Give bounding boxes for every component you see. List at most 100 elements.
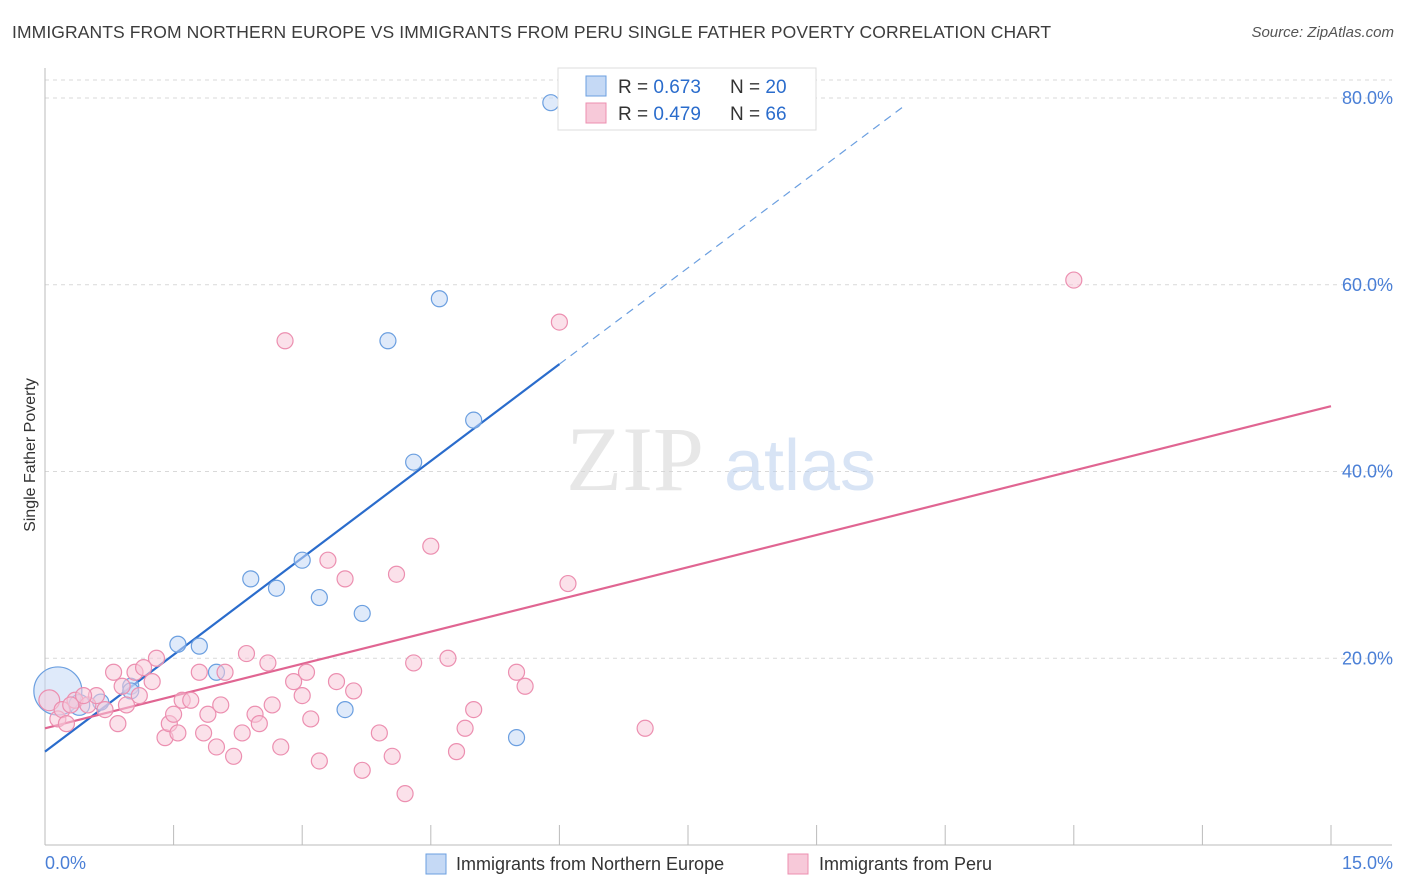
series-legend-swatch-pink: [787, 853, 809, 875]
pink-point-21: [207, 738, 226, 756]
pink-point-43: [383, 747, 401, 765]
pink-point-28: [259, 654, 277, 672]
legend-swatch-blue: [585, 75, 607, 97]
blue-point-11: [336, 701, 354, 719]
series-legend-label-pink: Immigrants from Peru: [819, 854, 992, 874]
svg-text:N = 20: N = 20: [730, 77, 787, 98]
pink-point-38: [327, 672, 346, 691]
pink-point-45: [396, 785, 414, 803]
pink-point-23: [225, 747, 243, 765]
pink-point-35: [302, 710, 320, 728]
pink-point-7: [109, 715, 127, 733]
pink-point-64: [57, 715, 76, 733]
watermark-zip: ZIP: [566, 408, 704, 510]
pink-point-54: [550, 313, 569, 331]
pink-point-19: [195, 724, 213, 742]
tick-labels: 20.0% 40.0% 60.0% 80.0% 0.0% 15.0%: [45, 88, 1393, 873]
pink-point-62: [165, 705, 183, 723]
pink-point-55: [559, 574, 577, 593]
blue-point-12: [353, 604, 371, 623]
pink-point-18: [190, 663, 208, 681]
pink-point-15: [169, 724, 187, 742]
pink-point-30: [272, 738, 290, 756]
pink-point-41: [353, 761, 371, 779]
pink-point-39: [336, 570, 354, 588]
pink-point-20: [199, 705, 217, 723]
series-legend: Immigrants from Northern Europe Immigran…: [425, 853, 992, 875]
pink-point-52: [507, 663, 526, 681]
watermark: ZIP atlas: [566, 408, 876, 510]
pink-trend-line: [44, 405, 1332, 730]
x-tick-label-min: 0.0%: [45, 853, 86, 873]
legend-swatch-pink: [585, 102, 607, 124]
pink-point-60: [96, 701, 114, 719]
pink-point-8: [113, 677, 131, 695]
blue-point-14: [405, 453, 423, 471]
watermark-atlas: atlas: [724, 426, 876, 506]
stats-legend: R = 0.673 N = 20 R = 0.479 N = 66: [557, 67, 817, 131]
blue-point-4: [169, 635, 187, 653]
svg-text:R = 0.479: R = 0.479: [618, 104, 701, 125]
pink-point-0: [38, 689, 61, 712]
legend-n-value-2: 66: [765, 104, 786, 125]
pink-point-53: [516, 677, 534, 695]
pink-point-57: [1065, 271, 1083, 289]
blue-trend-extension: [559, 106, 903, 365]
pink-point-32: [285, 672, 303, 691]
y-tick-label-60: 60.0%: [1342, 275, 1393, 295]
pink-point-59: [74, 686, 93, 705]
blue-point-5: [190, 637, 208, 655]
pink-point-58: [62, 696, 80, 714]
pink-point-10: [130, 686, 148, 705]
x-tick-label-max: 15.0%: [1342, 853, 1393, 873]
chart-title: IMMIGRANTS FROM NORTHERN EUROPE VS IMMIG…: [12, 22, 1052, 42]
pink-point-42: [370, 724, 388, 742]
blue-point-17: [507, 729, 526, 747]
legend-r-label-1: R =: [618, 77, 653, 98]
legend-r-value-1: 0.673: [653, 77, 701, 98]
pink-point-46: [405, 654, 423, 672]
pink-point-48: [439, 649, 457, 667]
y-tick-label-80: 80.0%: [1342, 88, 1393, 108]
blue-point-15: [430, 290, 448, 308]
pink-point-50: [456, 719, 474, 737]
legend-r-value-2: 0.479: [653, 104, 701, 125]
pink-point-11: [143, 672, 161, 691]
svg-text:R = 0.673: R = 0.673: [618, 77, 701, 98]
pink-point-12: [147, 649, 166, 667]
pink-point-37: [319, 551, 337, 569]
pink-point-17: [182, 691, 200, 709]
blue-point-10: [310, 588, 328, 607]
pink-point-44: [387, 565, 406, 583]
series-legend-swatch-blue: [425, 853, 447, 875]
pink-point-56: [636, 719, 654, 737]
axes: [44, 68, 1392, 846]
legend-r-label-2: R =: [618, 104, 653, 125]
pink-point-61: [134, 658, 153, 677]
pink-point-36: [310, 752, 328, 770]
pink-point-27: [250, 715, 268, 733]
series-legend-label-blue: Immigrants from Northern Europe: [456, 854, 724, 874]
blue-point-16: [465, 411, 483, 429]
blue-point-13: [379, 332, 397, 350]
legend-n-label-1: N =: [730, 77, 765, 98]
y-axis-label: Single Father Poverty: [22, 378, 39, 532]
pink-point-25: [237, 644, 256, 663]
y-tick-label-20: 20.0%: [1342, 648, 1393, 668]
source-label: Source: ZipAtlas.com: [1251, 24, 1394, 41]
pink-point-65: [117, 696, 136, 714]
pink-point-63: [212, 696, 230, 714]
data-points: [33, 94, 1083, 803]
pink-point-22: [216, 663, 234, 681]
pink-point-31: [276, 332, 294, 350]
pink-point-34: [297, 663, 316, 681]
blue-point-8: [267, 579, 286, 597]
blue-point-7: [242, 570, 260, 588]
pink-point-29: [263, 696, 281, 714]
blue-point-9: [293, 551, 311, 569]
pink-point-51: [465, 701, 483, 719]
legend-n-value-1: 20: [765, 77, 786, 98]
pink-point-47: [422, 537, 440, 555]
pink-point-40: [345, 682, 363, 700]
